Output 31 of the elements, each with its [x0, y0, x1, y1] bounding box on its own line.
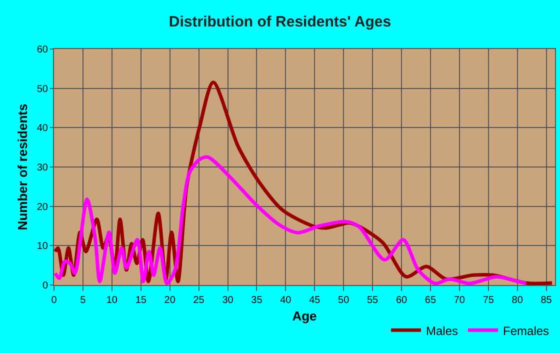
x-tick-label: 5 [80, 295, 86, 306]
x-tick-label: 25 [193, 295, 205, 306]
x-tick-label: 45 [309, 295, 321, 306]
legend-label: Males [426, 324, 458, 338]
x-tick-label: 35 [251, 295, 263, 306]
x-tick-label: 55 [366, 295, 379, 306]
x-tick-label: 80 [512, 295, 524, 306]
x-tick-label: 65 [424, 295, 436, 306]
x-tick-label: 85 [540, 295, 552, 306]
x-tick-label: 70 [454, 295, 466, 306]
y-tick-label: 30 [36, 162, 48, 174]
x-tick-label: 60 [396, 295, 408, 306]
x-tick-label: 50 [338, 295, 350, 306]
y-tick-label: 60 [36, 44, 48, 56]
x-tick-label: 30 [222, 295, 234, 306]
x-tick-label: 15 [135, 295, 147, 306]
legend-label: Females [503, 324, 550, 338]
x-tick-label: 75 [482, 295, 494, 306]
x-tick-label: 20 [164, 295, 176, 306]
y-tick-label: 0 [42, 280, 48, 292]
x-tick-label: 40 [280, 295, 292, 306]
y-tick-label: 50 [36, 84, 48, 95]
y-tick-label: 40 [36, 123, 48, 134]
x-tick-label: 10 [106, 295, 118, 306]
x-axis-title: Age [292, 308, 317, 324]
y-tick-label: 20 [36, 202, 48, 213]
y-axis-title: Number of residents [14, 104, 30, 230]
chart-title: Distribution of Residents' Ages [168, 13, 392, 30]
x-tick-label: 0 [51, 295, 58, 306]
y-tick-label: 10 [36, 241, 48, 252]
line-series [54, 155, 528, 285]
